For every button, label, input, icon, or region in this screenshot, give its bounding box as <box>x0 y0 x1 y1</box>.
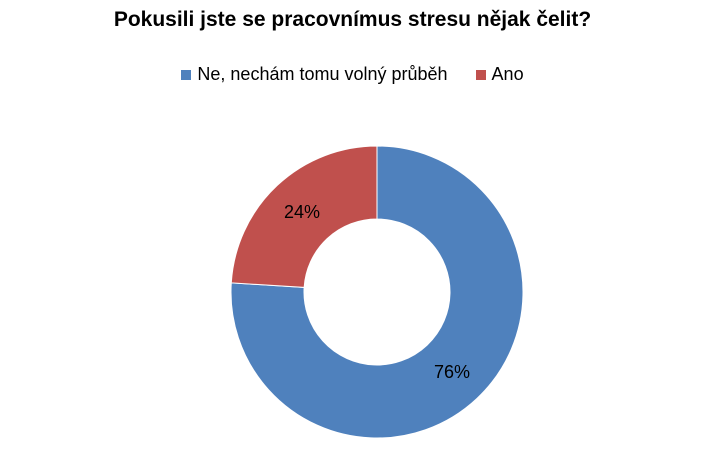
slice-ano <box>230 145 378 288</box>
legend-label-ne: Ne, nechám tomu volný průběh <box>197 64 448 84</box>
data-label-ano: 24% <box>284 202 320 222</box>
chart-title: Pokusili jste se pracovnímus stresu něja… <box>113 8 592 31</box>
legend-label-ano: Ano <box>491 64 524 84</box>
data-labels: 76% 24% <box>284 202 470 382</box>
legend-entry-ne: Ne, nechám tomu volný průběh <box>181 64 448 85</box>
data-label-ne: 76% <box>434 362 470 382</box>
slice-ne <box>230 145 524 439</box>
slices <box>230 145 524 439</box>
legend-swatch-ano <box>475 69 486 80</box>
legend-swatch-ne <box>181 69 192 80</box>
legend-entry-ano: Ano <box>475 64 524 85</box>
legend: Ne, nechám tomu volný průběh Ano <box>0 64 705 85</box>
